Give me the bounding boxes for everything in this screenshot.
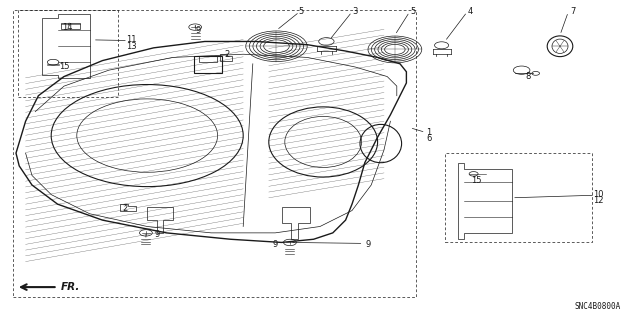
Text: 9: 9 — [365, 240, 371, 249]
Text: 13: 13 — [126, 42, 136, 51]
Text: 7: 7 — [570, 7, 575, 16]
Text: 14: 14 — [62, 23, 72, 32]
Text: 2: 2 — [225, 50, 230, 59]
Text: 15: 15 — [59, 63, 69, 71]
Text: 11: 11 — [126, 35, 136, 44]
Text: 6: 6 — [426, 134, 431, 143]
Text: 4: 4 — [468, 7, 473, 16]
Text: 2: 2 — [122, 204, 127, 213]
Text: FR.: FR. — [61, 282, 80, 292]
Text: 8: 8 — [525, 72, 531, 81]
Text: 15: 15 — [472, 176, 482, 185]
Text: 10: 10 — [593, 190, 604, 199]
Text: 9: 9 — [154, 230, 159, 239]
Text: 5: 5 — [410, 7, 415, 16]
Text: SNC4B0800A: SNC4B0800A — [575, 302, 621, 311]
Text: 12: 12 — [593, 197, 604, 205]
Text: 9: 9 — [196, 26, 201, 35]
Text: 3: 3 — [353, 7, 358, 16]
Text: 1: 1 — [426, 128, 431, 137]
Text: 9: 9 — [273, 240, 278, 249]
Text: 5: 5 — [298, 7, 303, 16]
